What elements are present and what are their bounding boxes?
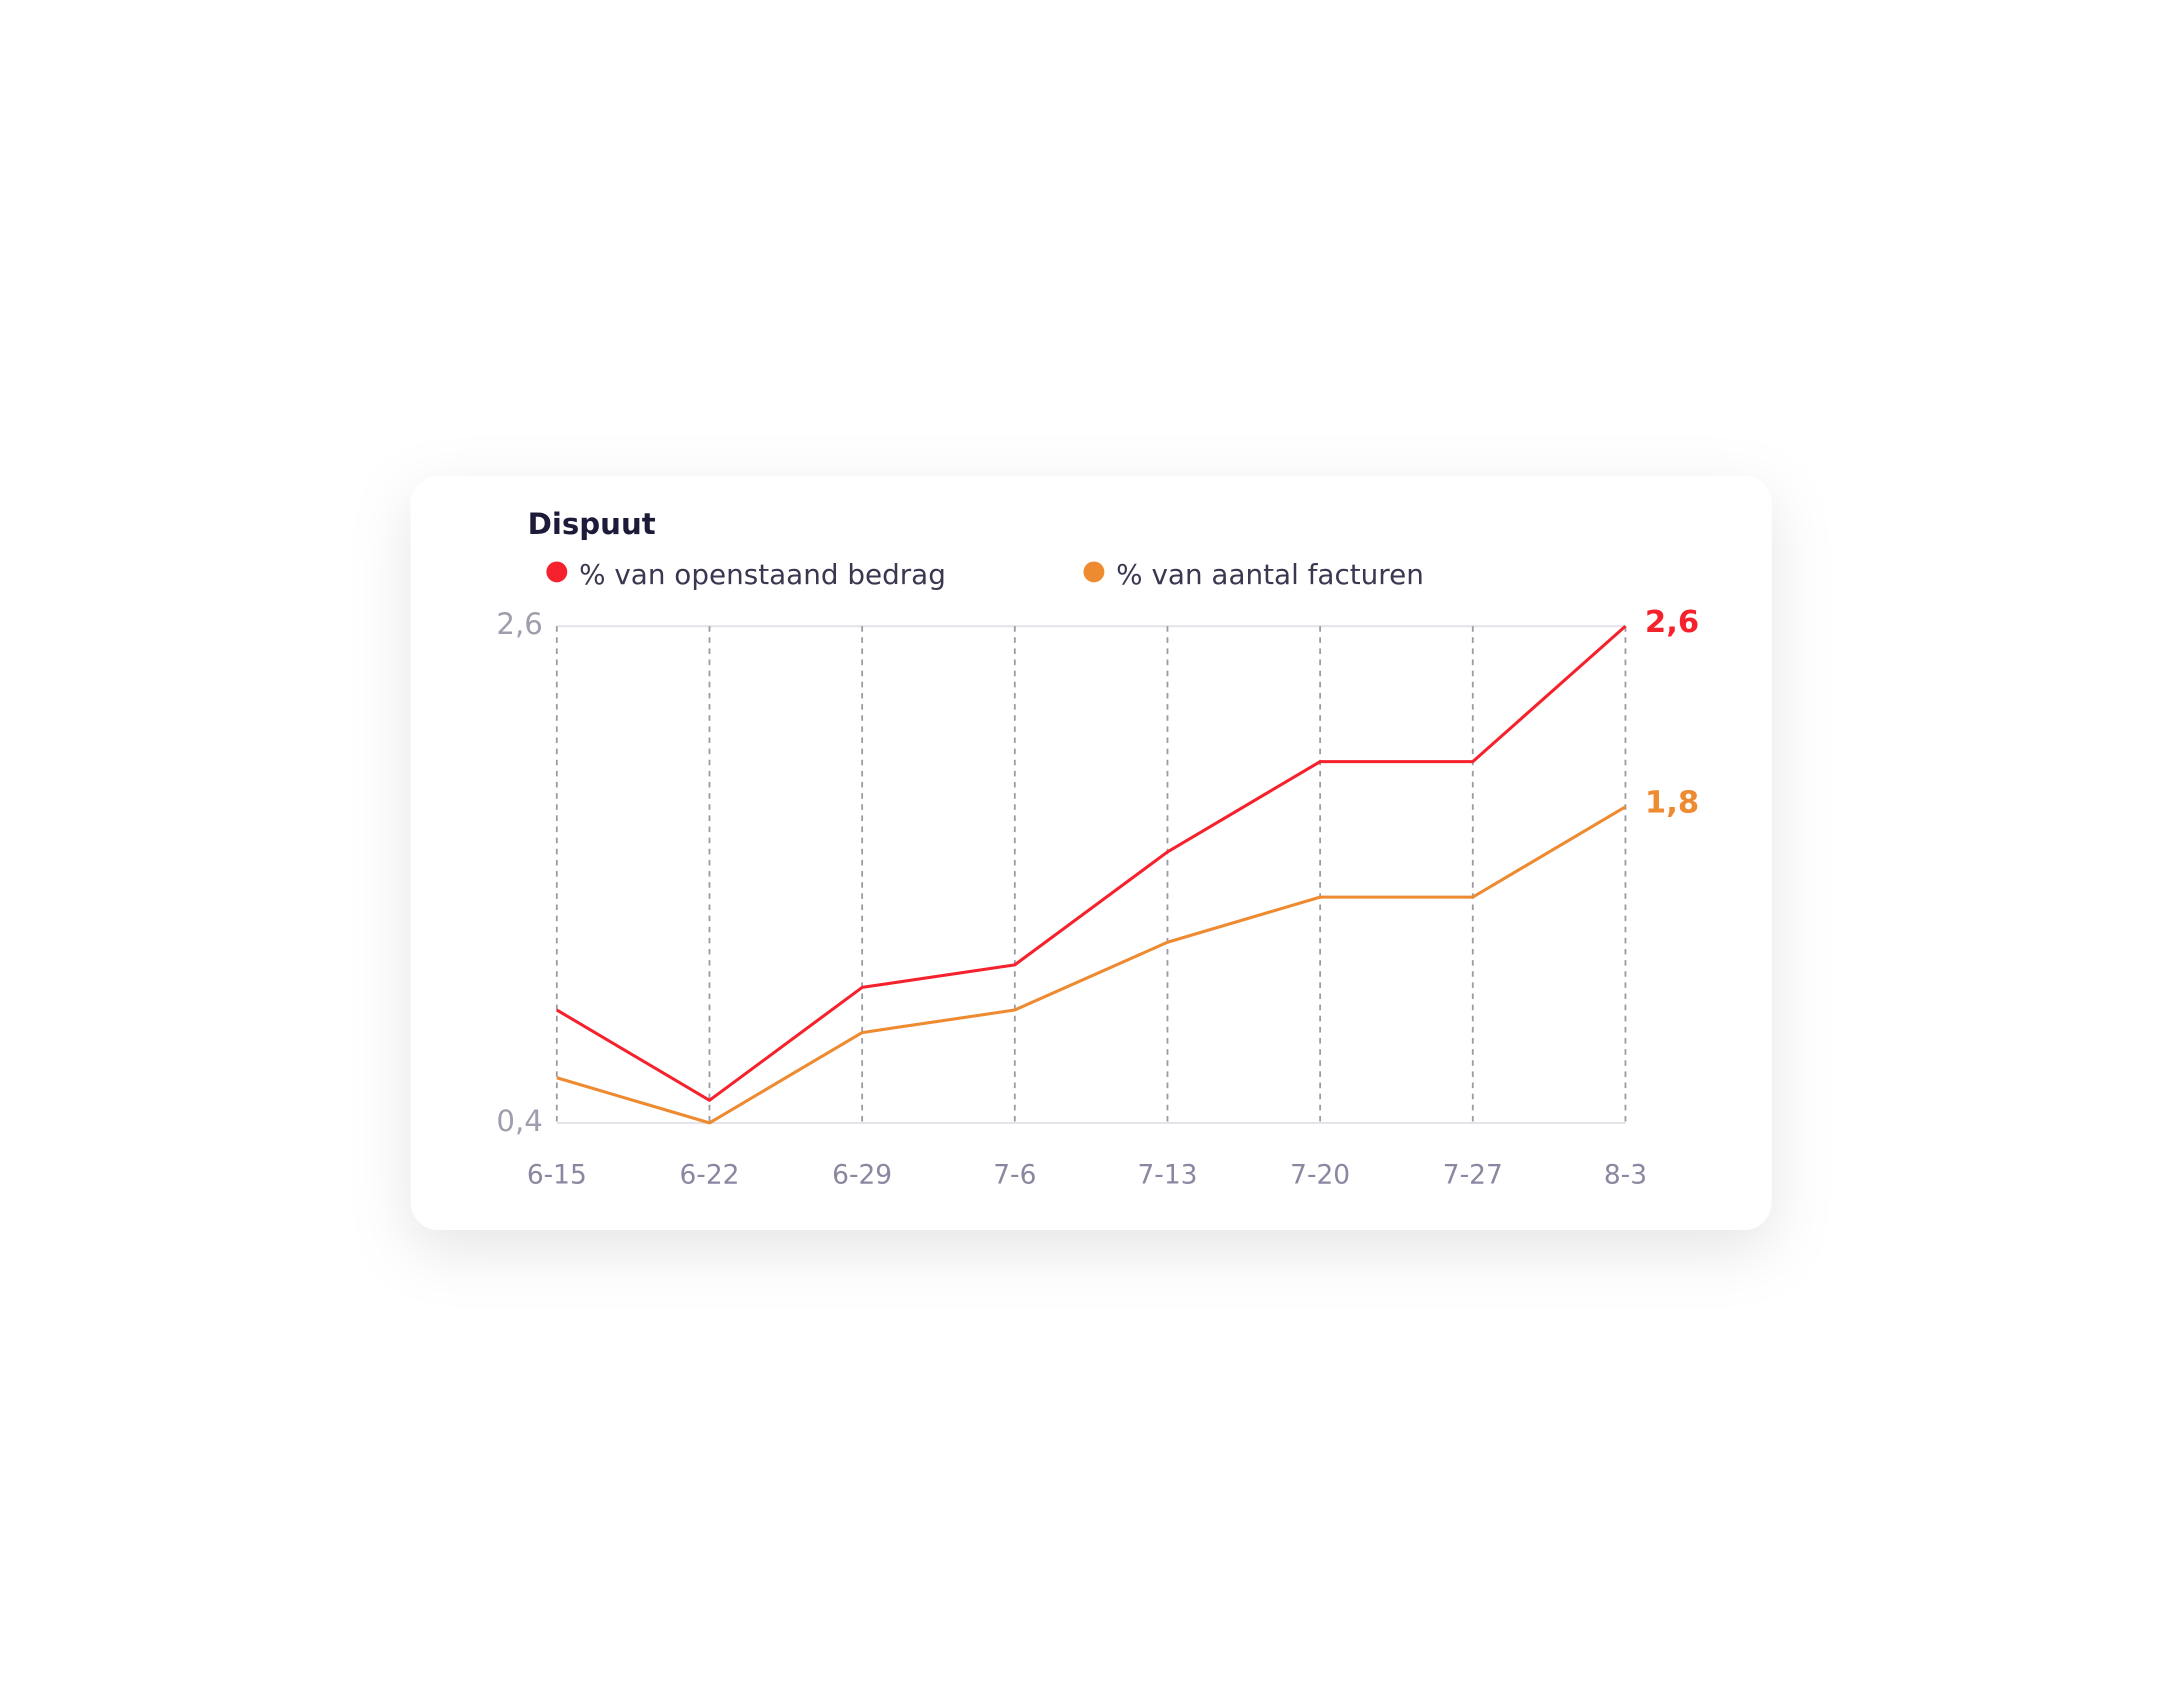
- data-label: 2,6: [1645, 605, 1699, 640]
- legend-label: % van openstaand bedrag: [579, 558, 946, 591]
- series-line: [556, 805, 1627, 1125]
- y-tick-label: 2,6: [496, 607, 542, 641]
- card: [410, 475, 1772, 1231]
- data-label: 1,8: [1645, 786, 1699, 821]
- legend-marker: [1083, 561, 1105, 583]
- y-tick-label: 0,4: [496, 1104, 542, 1138]
- x-tick-label: 8-3: [1604, 1159, 1647, 1190]
- x-tick-label: 7-20: [1290, 1159, 1350, 1190]
- chart-title: Dispuut: [528, 507, 656, 541]
- legend-marker: [546, 561, 568, 583]
- series-line: [556, 625, 1627, 1102]
- x-tick-label: 7-27: [1443, 1159, 1503, 1190]
- x-tick-label: 6-22: [679, 1159, 739, 1190]
- x-tick-label: 6-29: [832, 1159, 892, 1190]
- x-tick-label: 7-6: [993, 1159, 1036, 1190]
- x-tick-label: 7-13: [1137, 1159, 1197, 1190]
- x-tick-label: 6-15: [527, 1159, 587, 1190]
- legend-label: % van aantal facturen: [1116, 558, 1424, 591]
